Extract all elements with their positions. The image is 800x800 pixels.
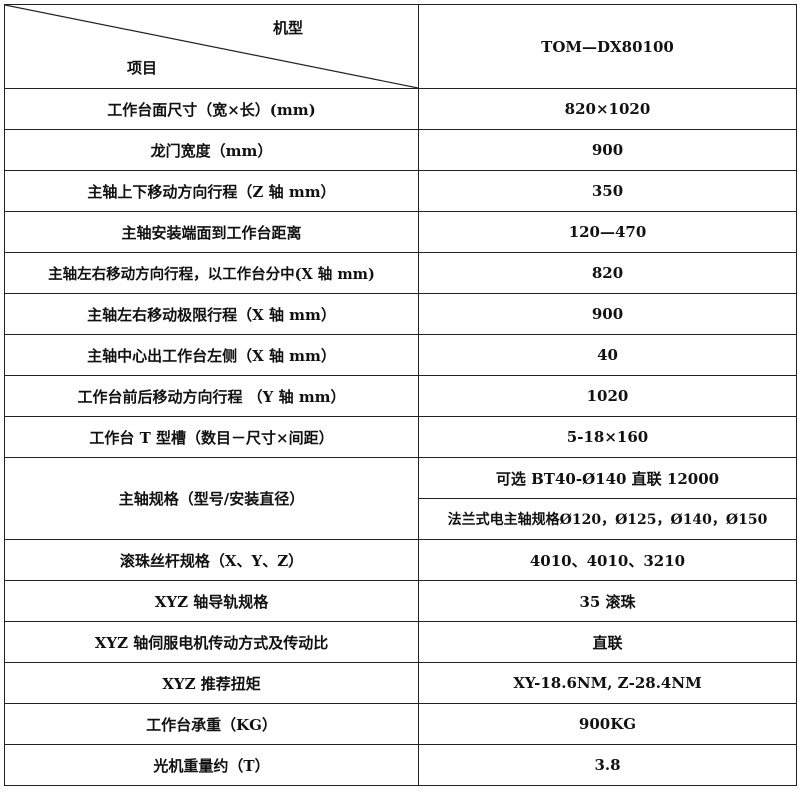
value-cell: 1020 [418, 375, 797, 417]
item-cell: XYZ 推荐扭矩 [4, 662, 419, 704]
item-cell: XYZ 轴伺服电机传动方式及传动比 [4, 621, 419, 663]
item-cell: 工作台承重（KG） [4, 703, 419, 745]
value-cell: 3.8 [418, 744, 797, 786]
item-label: 项目 [127, 59, 158, 77]
diagonal-line [5, 5, 418, 88]
diagonal-header-cell: 机型 项目 [4, 4, 419, 89]
value-cell: 900 [418, 293, 797, 335]
item-cell: 主轴上下移动方向行程（Z 轴 mm） [4, 170, 419, 212]
value-cell: 5-18×160 [418, 416, 797, 458]
table-row: 主轴安装端面到工作台距离 120—470 [4, 211, 797, 253]
item-cell: 光机重量约（T） [4, 744, 419, 786]
table-row: 工作台面尺寸（宽×长）(mm) 820×1020 [4, 88, 797, 130]
table-row: 主轴上下移动方向行程（Z 轴 mm） 350 [4, 170, 797, 212]
item-cell: 主轴左右移动极限行程（X 轴 mm） [4, 293, 419, 335]
spec-table: 机型 项目 TOM—DX80100 工作台面尺寸（宽×长）(mm) 820×102… [4, 4, 797, 786]
value-cell: 900 [418, 129, 797, 171]
table-row: 滚珠丝杆规格（X、Y、Z） 4010、4010、3210 [4, 539, 797, 581]
value-cell: 820×1020 [418, 88, 797, 130]
table-row: 主轴左右移动方向行程，以工作台分中(X 轴 mm) 820 [4, 252, 797, 294]
value-cell: 4010、4010、3210 [418, 539, 797, 581]
spindle-row: 主轴规格（型号/安装直径） 可选 BT40-Ø140 直联 12000 [4, 457, 797, 540]
value-cell: 40 [418, 334, 797, 376]
value-cell: 可选 BT40-Ø140 直联 12000 [418, 457, 797, 499]
model-label: 机型 [273, 19, 304, 37]
item-cell: 主轴左右移动方向行程，以工作台分中(X 轴 mm) [4, 252, 419, 294]
value-cell: 120—470 [418, 211, 797, 253]
value-cell: 35 滚珠 [418, 580, 797, 622]
item-cell: 主轴安装端面到工作台距离 [4, 211, 419, 253]
table-row: 主轴左右移动极限行程（X 轴 mm） 900 [4, 293, 797, 335]
item-cell: 主轴规格（型号/安装直径） [4, 457, 419, 540]
item-cell: 龙门宽度（mm） [4, 129, 419, 171]
item-cell: 工作台面尺寸（宽×长）(mm) [4, 88, 419, 130]
spindle-row-2: 法兰式电主轴规格Ø120，Ø125，Ø140，Ø150 [5, 498, 797, 540]
item-cell: 主轴中心出工作台左侧（X 轴 mm） [4, 334, 419, 376]
table-row: XYZ 轴导轨规格 35 滚珠 [4, 580, 797, 622]
value-cell: 直联 [418, 621, 797, 663]
value-cell: XY-18.6NM, Z-28.4NM [418, 662, 797, 704]
model-value: TOM—DX80100 [418, 4, 797, 89]
item-cell: 工作台 T 型槽（数目－尺寸×间距） [4, 416, 419, 458]
table-row: 工作台承重（KG） 900KG [4, 703, 797, 745]
table-row: 龙门宽度（mm） 900 [4, 129, 797, 171]
item-cell: 工作台前后移动方向行程 （Y 轴 mm） [4, 375, 419, 417]
table-row: XYZ 轴伺服电机传动方式及传动比 直联 [4, 621, 797, 663]
header-row: 机型 项目 TOM—DX80100 [4, 4, 797, 89]
value-cell: 900KG [418, 703, 797, 745]
table-row: 工作台前后移动方向行程 （Y 轴 mm） 1020 [4, 375, 797, 417]
value-cell: 法兰式电主轴规格Ø120，Ø125，Ø140，Ø150 [418, 498, 797, 540]
table-row: 工作台 T 型槽（数目－尺寸×间距） 5-18×160 [4, 416, 797, 458]
value-cell: 350 [418, 170, 797, 212]
value-cell: 820 [418, 252, 797, 294]
item-cell: XYZ 轴导轨规格 [4, 580, 419, 622]
item-cell: 滚珠丝杆规格（X、Y、Z） [4, 539, 419, 581]
table-row: 光机重量约（T） 3.8 [4, 744, 797, 786]
table-row: 主轴中心出工作台左侧（X 轴 mm） 40 [4, 334, 797, 376]
table-row: XYZ 推荐扭矩 XY-18.6NM, Z-28.4NM [4, 662, 797, 704]
